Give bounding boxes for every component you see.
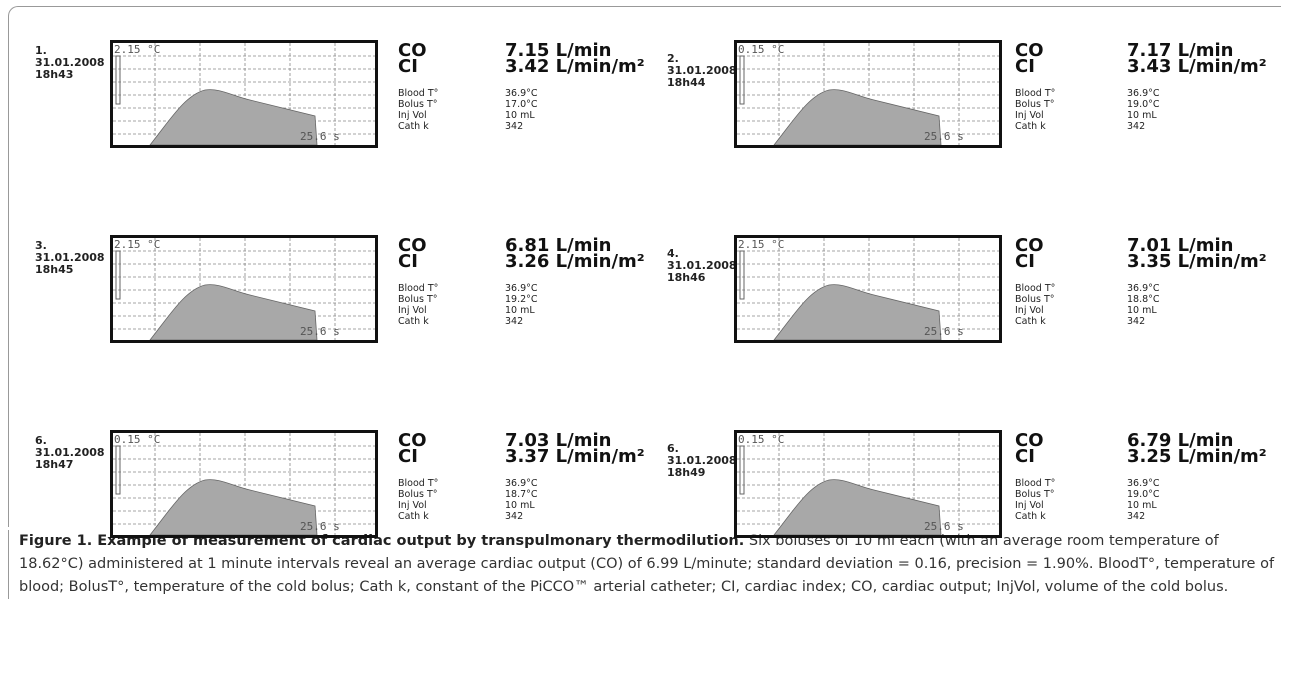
param-value: 10 mL <box>505 305 535 316</box>
duration-label: 25.6 s <box>924 520 964 533</box>
param-value: 18.8°C <box>1127 294 1160 305</box>
thermodilution-curve: 2.15 °C 25.6 s <box>110 40 378 148</box>
param-label: Bolus T° <box>1015 99 1055 110</box>
ci-label: CI <box>1015 448 1035 465</box>
param-label: Cath k <box>1015 511 1046 522</box>
scale-label: 0.15 °C <box>114 433 160 446</box>
param-label: Blood T° <box>398 283 438 294</box>
param-value: 10 mL <box>1127 110 1157 121</box>
scale-label: 0.15 °C <box>738 433 784 446</box>
level-bar <box>740 56 744 104</box>
duration-label: 25.6 s <box>300 130 340 143</box>
thermodilution-curve: 0.15 °C 25.6 s <box>734 430 1002 538</box>
level-bar <box>116 56 120 104</box>
param-label: Blood T° <box>398 478 438 489</box>
scale-label: 2.15 °C <box>738 238 784 251</box>
ci-label: CI <box>1015 58 1035 75</box>
duration-label: 25.6 s <box>924 325 964 338</box>
ci-value: 3.42 L/min/m² <box>505 58 645 75</box>
param-label: Blood T° <box>1015 88 1055 99</box>
curve-area <box>774 285 941 340</box>
level-bar <box>116 446 120 494</box>
param-value: 19.0°C <box>1127 99 1160 110</box>
curve-area <box>774 480 941 535</box>
param-value: 19.0°C <box>1127 489 1160 500</box>
level-bar <box>740 251 744 299</box>
panel-time: 18h47 <box>35 459 73 471</box>
param-value: 10 mL <box>505 500 535 511</box>
param-label: Bolus T° <box>1015 294 1055 305</box>
scale-label: 2.15 °C <box>114 43 160 56</box>
param-label: Cath k <box>1015 121 1046 132</box>
param-value: 10 mL <box>505 110 535 121</box>
param-value: 36.9°C <box>1127 88 1160 99</box>
param-label: Inj Vol <box>1015 110 1044 121</box>
param-value: 36.9°C <box>505 88 538 99</box>
param-label: Cath k <box>398 511 429 522</box>
ci-label: CI <box>398 58 418 75</box>
param-label: Cath k <box>1015 316 1046 327</box>
scale-label: 0.15 °C <box>738 43 784 56</box>
curve-area <box>150 90 317 145</box>
ci-value: 3.26 L/min/m² <box>505 253 645 270</box>
param-label: Inj Vol <box>398 305 427 316</box>
param-label: Blood T° <box>1015 283 1055 294</box>
thermodilution-curve: 0.15 °C 25.6 s <box>110 430 378 538</box>
panel-time: 18h45 <box>35 264 73 276</box>
param-value: 342 <box>505 316 523 327</box>
ci-label: CI <box>398 253 418 270</box>
panel-time: 18h49 <box>667 467 705 479</box>
curve-area <box>150 480 317 535</box>
thermodilution-curve: 2.15 °C 25.6 s <box>734 235 1002 343</box>
param-value: 36.9°C <box>505 283 538 294</box>
level-bar <box>116 251 120 299</box>
ci-label: CI <box>1015 253 1035 270</box>
param-label: Bolus T° <box>1015 489 1055 500</box>
duration-label: 25.6 s <box>924 130 964 143</box>
param-value: 18.7°C <box>505 489 538 500</box>
thermodilution-curve: 2.15 °C 25.6 s <box>110 235 378 343</box>
param-value: 36.9°C <box>505 478 538 489</box>
ci-value: 3.43 L/min/m² <box>1127 58 1267 75</box>
param-label: Inj Vol <box>1015 500 1044 511</box>
ci-value: 3.25 L/min/m² <box>1127 448 1267 465</box>
caption: Figure 1. Example of measurement of card… <box>8 530 1279 599</box>
param-value: 342 <box>1127 316 1145 327</box>
ci-value: 3.35 L/min/m² <box>1127 253 1267 270</box>
scale-label: 2.15 °C <box>114 238 160 251</box>
level-bar <box>740 446 744 494</box>
panel-time: 18h44 <box>667 77 705 89</box>
param-value: 342 <box>505 121 523 132</box>
param-value: 342 <box>1127 121 1145 132</box>
curve-area <box>774 90 941 145</box>
param-label: Blood T° <box>398 88 438 99</box>
param-label: Blood T° <box>1015 478 1055 489</box>
param-label: Bolus T° <box>398 489 438 500</box>
param-value: 10 mL <box>1127 500 1157 511</box>
param-label: Cath k <box>398 316 429 327</box>
ci-label: CI <box>398 448 418 465</box>
param-label: Bolus T° <box>398 294 438 305</box>
duration-label: 25.6 s <box>300 520 340 533</box>
param-value: 17.0°C <box>505 99 538 110</box>
param-value: 10 mL <box>1127 305 1157 316</box>
param-value: 36.9°C <box>1127 478 1160 489</box>
panel-time: 18h43 <box>35 69 73 81</box>
param-label: Inj Vol <box>398 500 427 511</box>
param-label: Cath k <box>398 121 429 132</box>
param-label: Bolus T° <box>398 99 438 110</box>
param-label: Inj Vol <box>1015 305 1044 316</box>
ci-value: 3.37 L/min/m² <box>505 448 645 465</box>
param-label: Inj Vol <box>398 110 427 121</box>
param-value: 19.2°C <box>505 294 538 305</box>
thermodilution-curve: 0.15 °C 25.6 s <box>734 40 1002 148</box>
panel-time: 18h46 <box>667 272 705 284</box>
curve-area <box>150 285 317 340</box>
param-value: 342 <box>1127 511 1145 522</box>
figure: Figure 1. Example of measurement of card… <box>0 0 1290 676</box>
duration-label: 25.6 s <box>300 325 340 338</box>
param-value: 36.9°C <box>1127 283 1160 294</box>
param-value: 342 <box>505 511 523 522</box>
